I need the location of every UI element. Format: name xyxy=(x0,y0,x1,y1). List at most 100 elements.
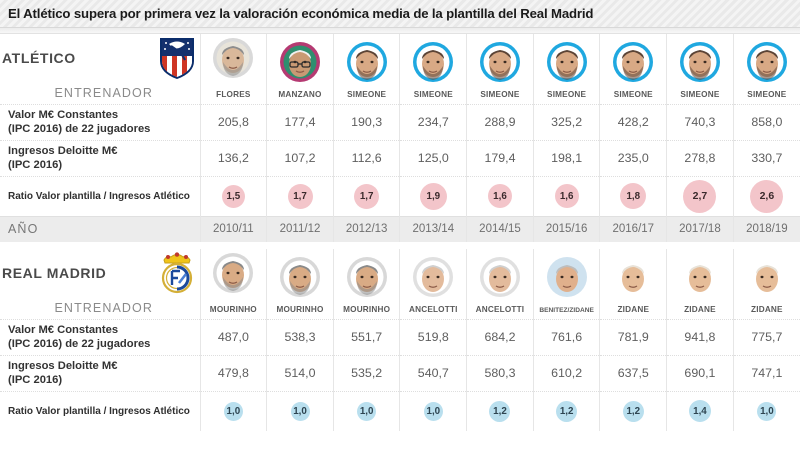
ratio-cell: 1,2 xyxy=(533,390,601,431)
valor-cell: 761,6 xyxy=(533,318,601,355)
ingresos-cell: 610,2 xyxy=(533,354,601,391)
ratio-cell: 1,2 xyxy=(466,390,534,431)
coach-name: SIMEONE xyxy=(347,89,387,99)
coach-name: ZIDANE xyxy=(684,304,716,314)
coach-photo-cell xyxy=(266,249,334,297)
entrenador-label: ENTRENADOR xyxy=(54,85,154,100)
coach-photo xyxy=(213,253,254,293)
coach-name: SIMEONE xyxy=(680,89,720,99)
year-cell: 2010/11 xyxy=(200,215,268,242)
coach-photo xyxy=(679,257,720,297)
real_madrid-crest-cell xyxy=(161,249,268,297)
ingresos-cell: 107,2 xyxy=(266,139,334,176)
coach-photo-cell xyxy=(399,249,468,297)
ratio-value: 1,2 xyxy=(559,405,574,417)
coach-photo xyxy=(746,257,787,297)
valor-cell: 684,2 xyxy=(466,318,534,355)
coach-name: SIMEONE xyxy=(613,89,653,99)
valor-cell: 428,2 xyxy=(599,103,668,140)
ratio-cell: 1,7 xyxy=(333,175,401,216)
ratio-label-cell: Ratio Valor plantilla / Ingresos Atlétic… xyxy=(0,390,201,431)
entrenador-label: ENTRENADOR xyxy=(54,300,154,315)
ingresos-cell: 637,5 xyxy=(599,354,668,391)
ingresos-label-line2: (IPC 2016) xyxy=(8,374,63,386)
ingresos-cell: 179,4 xyxy=(466,139,534,176)
valor-cell: 775,7 xyxy=(733,318,800,355)
valor-cell: 538,3 xyxy=(266,318,334,355)
coach-photo-cell xyxy=(666,34,734,82)
title-bar: El Atlético supera por primera vez la va… xyxy=(0,0,800,28)
coach-photo-cell xyxy=(599,34,668,82)
ingresos-label-line2: (IPC 2016) xyxy=(8,159,63,171)
coach-photo-cell xyxy=(733,249,800,297)
ratio-value: 1,0 xyxy=(293,406,307,418)
coach-photo xyxy=(746,42,787,82)
ratio-cell: 1,7 xyxy=(266,175,334,216)
ingresos-label-cell: Ingresos Deloitte M€ (IPC 2016) xyxy=(0,139,201,176)
real_madrid-header-row: REAL MADRID xyxy=(0,249,800,297)
coach-photo-cell xyxy=(533,249,601,297)
valor-cell: 551,7 xyxy=(333,318,401,355)
real_madrid-coach-row: ENTRENADOR MOURINHO MOURINHO MOURINHO AN… xyxy=(0,297,800,319)
valor-cell: 781,9 xyxy=(599,318,668,355)
ratio-cell: 1,0 xyxy=(399,390,468,431)
ratio-bubble: 1,2 xyxy=(622,400,644,422)
ratio-cell: 1,4 xyxy=(666,390,734,431)
valor-cell: 288,9 xyxy=(466,103,534,140)
valor-label-line1: Valor M€ Constantes xyxy=(8,108,119,121)
coach-name-cell: MOURINHO xyxy=(200,297,268,319)
ingresos-cell: 278,8 xyxy=(666,139,734,176)
ratio-value: 1,6 xyxy=(493,190,507,202)
atletico-header-row: ATLÉTICO xyxy=(0,34,800,82)
year-cell: 2015/16 xyxy=(533,215,601,242)
ratio-value: 1,0 xyxy=(226,406,241,418)
real_madrid-ingresos-row: Ingresos Deloitte M€ (IPC 2016) 479,8 514,… xyxy=(0,354,800,391)
atletico-coach-row: ENTRENADOR FLORES MANZANO SIMEONE SIMEON… xyxy=(0,82,800,104)
ratio-bubble: 1,4 xyxy=(688,400,711,423)
coach-photo xyxy=(213,38,254,78)
coach-name-cell: SIMEONE xyxy=(666,82,734,104)
year-cell: 2018/19 xyxy=(733,215,800,242)
ratio-bubble: 1,8 xyxy=(620,183,647,209)
ingresos-cell: 235,0 xyxy=(599,139,668,176)
title-separator xyxy=(0,28,800,34)
page-title: El Atlético supera por primera vez la va… xyxy=(8,6,594,21)
ratio-value: 1,9 xyxy=(426,190,441,202)
ingresos-cell: 136,2 xyxy=(200,139,268,176)
ingresos-label-cell: Ingresos Deloitte M€ (IPC 2016) xyxy=(0,354,201,391)
ratio-cell: 1,2 xyxy=(599,390,668,431)
ratio-cell: 1,0 xyxy=(266,390,334,431)
real_madrid-valor-row: Valor M€ Constantes (IPC 2016) de 22 jug… xyxy=(0,318,800,355)
coach-photo xyxy=(280,257,320,297)
coach-photo xyxy=(346,257,387,297)
real-madrid-crest xyxy=(161,252,192,294)
coach-name-cell: SIMEONE xyxy=(733,82,800,104)
ingresos-cell: 125,0 xyxy=(399,139,468,176)
ingresos-cell: 535,2 xyxy=(333,354,401,391)
coach-photo xyxy=(613,257,654,297)
coach-photo xyxy=(479,257,520,297)
atletico-madrid-crest xyxy=(159,38,194,80)
valor-label-line1: Valor M€ Constantes xyxy=(8,323,119,336)
valor-cell: 487,0 xyxy=(200,318,268,355)
coach-photo xyxy=(546,42,587,82)
coach-name: MOURINHO xyxy=(276,304,324,314)
coach-name: MOURINHO xyxy=(343,304,391,314)
valor-label-line2: (IPC 2016) de 22 jugadores xyxy=(8,123,151,135)
ratio-cell: 1,6 xyxy=(533,175,601,216)
valor-cell: 858,0 xyxy=(733,103,800,140)
coach-name-cell: SIMEONE xyxy=(599,82,668,104)
ingresos-label-line1: Ingresos Deloitte M€ xyxy=(8,144,118,157)
stats-table: ATLÉTICO xyxy=(0,34,800,431)
coach-name: SIMEONE xyxy=(480,89,520,99)
section-gap xyxy=(0,242,800,249)
coach-photo xyxy=(280,42,320,82)
coach-name: ANCELOTTI xyxy=(475,304,525,314)
coach-name: SIMEONE xyxy=(747,89,787,99)
valor-cell: 740,3 xyxy=(666,103,734,140)
ratio-bubble: 1,0 xyxy=(290,402,310,422)
coach-name: ZIDANE xyxy=(751,304,783,314)
stats-table-body: ATLÉTICO xyxy=(0,34,800,431)
entrenador-label-cell: ENTRENADOR xyxy=(0,82,201,104)
coach-photo-cell xyxy=(399,34,468,82)
